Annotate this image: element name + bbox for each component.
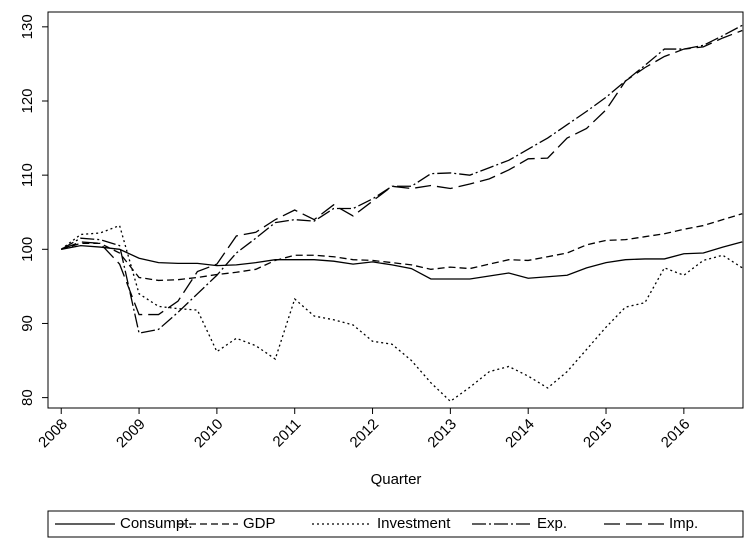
x-axis-label: Quarter [371, 471, 422, 488]
y-tick-label: 100 [19, 237, 36, 262]
series-line [60, 224, 743, 403]
series-line [61, 241, 743, 280]
x-tick-label: 2009 [113, 416, 149, 452]
x-tick-label: 2015 [580, 416, 616, 452]
y-tick-label: 80 [19, 389, 36, 406]
series-line [60, 24, 743, 334]
legend-label: Imp. [669, 515, 698, 532]
series-line [61, 213, 743, 282]
legend-label: Consumpt. [120, 515, 193, 532]
x-tick-label: 2016 [658, 416, 694, 452]
series-line [60, 29, 743, 316]
plot-frame [47, 11, 744, 409]
x-tick-label: 2013 [424, 416, 460, 452]
x-tick-label: 2014 [502, 416, 538, 452]
legend-box [47, 510, 744, 538]
legend-label: Investment [377, 515, 451, 532]
y-tick-label: 90 [19, 315, 36, 332]
legend-label: Exp. [537, 515, 567, 532]
x-tick-label: 2012 [347, 416, 383, 452]
x-tick-label: 2010 [191, 416, 227, 452]
x-tick-label: 2008 [35, 416, 71, 452]
y-tick-label: 110 [19, 163, 36, 187]
y-tick-label: 130 [19, 14, 36, 39]
y-tick-label: 120 [19, 88, 36, 113]
x-tick-label: 2011 [270, 416, 305, 451]
legend-label: GDP [243, 515, 276, 532]
